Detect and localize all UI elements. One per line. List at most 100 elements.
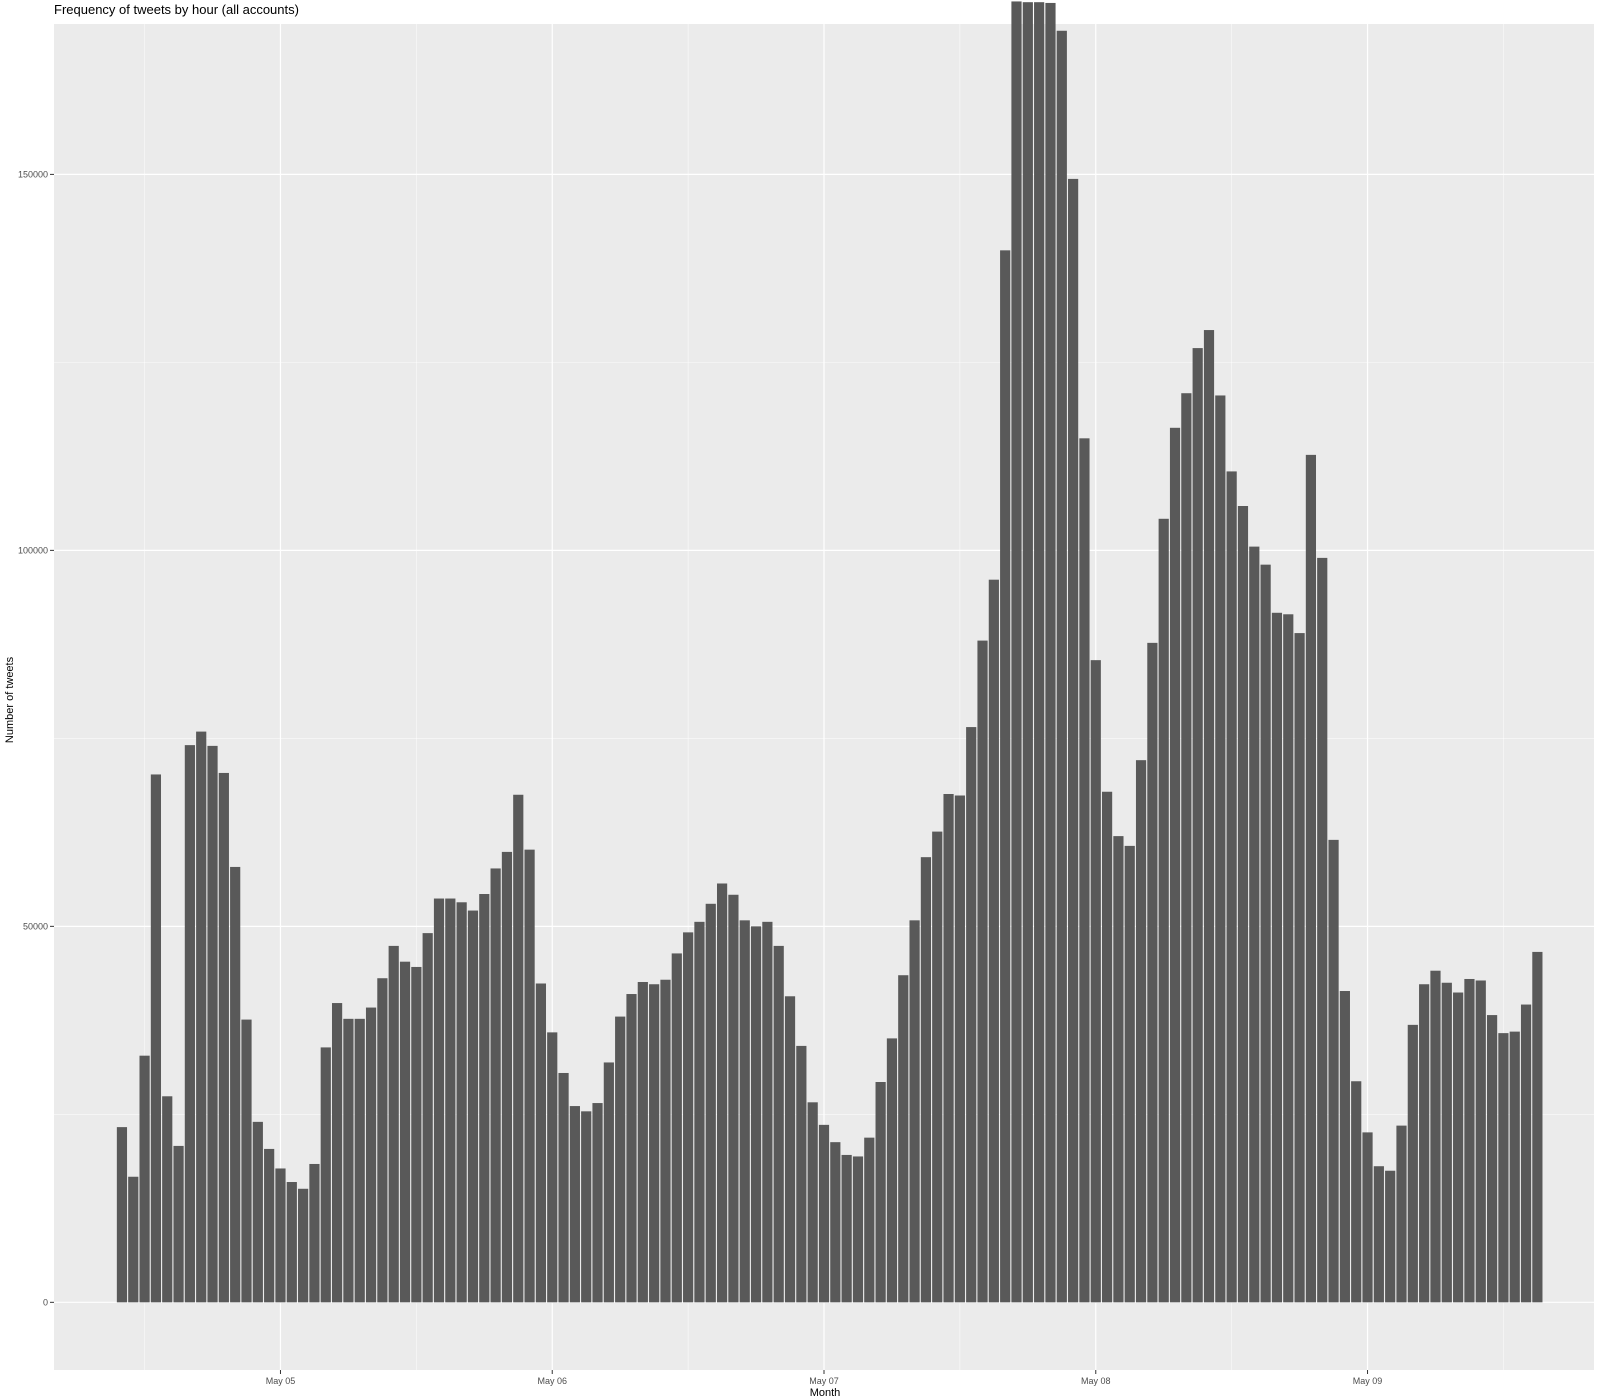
bar (479, 894, 490, 1303)
bar (1147, 642, 1158, 1303)
bar (988, 579, 999, 1303)
bar (1509, 1031, 1520, 1303)
x-tick-label: May 08 (1081, 1376, 1111, 1386)
bar (1056, 30, 1067, 1303)
bar (1362, 1132, 1373, 1303)
bar (184, 745, 195, 1303)
bar (1339, 991, 1350, 1303)
x-tick-label: May 09 (1353, 1376, 1383, 1386)
bar (739, 920, 750, 1303)
bar (1385, 1170, 1396, 1303)
bar (637, 981, 648, 1303)
bar (750, 926, 762, 1303)
bar (581, 1111, 592, 1303)
bar (399, 961, 411, 1303)
bar (1101, 791, 1113, 1303)
bar (1419, 984, 1430, 1303)
bar (1113, 836, 1124, 1303)
bar (275, 1168, 286, 1303)
bar (966, 727, 977, 1303)
bar (762, 921, 773, 1303)
bar (411, 966, 422, 1303)
bar (196, 731, 207, 1303)
bar (909, 920, 920, 1303)
y-tick-label: 100000 (18, 545, 48, 555)
bar (252, 1121, 263, 1303)
bar (433, 898, 445, 1303)
bar (365, 1007, 377, 1303)
bar (1237, 506, 1249, 1303)
bar (626, 994, 637, 1303)
bar (796, 1045, 807, 1303)
bar (1464, 978, 1475, 1303)
bar (241, 1019, 252, 1303)
bar (501, 851, 513, 1303)
bar (1407, 1024, 1418, 1303)
bar (1000, 250, 1011, 1303)
bar (162, 1096, 173, 1303)
bar (603, 1062, 614, 1303)
bar (592, 1103, 603, 1303)
bar (377, 978, 388, 1303)
y-axis: 0 50000 100000 150000 (18, 169, 54, 1307)
bar (784, 996, 796, 1303)
bar (1328, 839, 1339, 1303)
x-axis-title: Month (810, 1387, 841, 1399)
bar (1090, 660, 1101, 1303)
bar (139, 1055, 150, 1303)
bar (1430, 970, 1441, 1303)
chart-title: Frequency of tweets by hour (all account… (54, 2, 299, 17)
bar (852, 1156, 864, 1303)
bars (116, 1, 1543, 1303)
bar (309, 1163, 320, 1303)
bar (1283, 614, 1294, 1303)
bar (1022, 2, 1033, 1303)
bar (1011, 1, 1022, 1303)
bar (1068, 178, 1079, 1303)
bar (1486, 1015, 1498, 1303)
bar (230, 866, 241, 1303)
bar (1079, 438, 1090, 1303)
bar (1124, 845, 1135, 1303)
bar (1453, 992, 1464, 1303)
bar (660, 979, 671, 1303)
bar (1203, 330, 1215, 1303)
bar (954, 795, 965, 1303)
bar (445, 898, 456, 1303)
bar (830, 1142, 841, 1303)
bar (977, 640, 988, 1303)
bar (705, 903, 716, 1303)
y-axis-title: Number of tweets (4, 656, 16, 743)
bar (875, 1082, 886, 1303)
bar (818, 1124, 830, 1303)
bar (422, 933, 433, 1303)
bar (1260, 564, 1271, 1303)
bar (615, 1016, 626, 1303)
bar (943, 794, 954, 1303)
bar (1498, 1033, 1509, 1303)
y-tick-label: 0 (43, 1297, 48, 1307)
bar (558, 1072, 569, 1303)
bar (1034, 2, 1045, 1303)
bar (331, 1003, 343, 1303)
bar (807, 1102, 818, 1303)
bar (218, 772, 229, 1303)
bar (207, 745, 218, 1303)
bar (1045, 2, 1056, 1303)
bar (467, 910, 479, 1303)
bar (456, 902, 467, 1303)
bar (116, 1127, 128, 1303)
bar (286, 1182, 297, 1303)
bar (547, 1032, 558, 1303)
bar (728, 894, 739, 1303)
bar (524, 849, 535, 1303)
bar (1373, 1166, 1384, 1303)
bar (932, 831, 943, 1303)
bar (535, 983, 547, 1303)
bar (173, 1145, 184, 1303)
bar (343, 1018, 354, 1303)
bar (569, 1106, 580, 1303)
bar (683, 932, 694, 1303)
bar (1532, 951, 1543, 1303)
